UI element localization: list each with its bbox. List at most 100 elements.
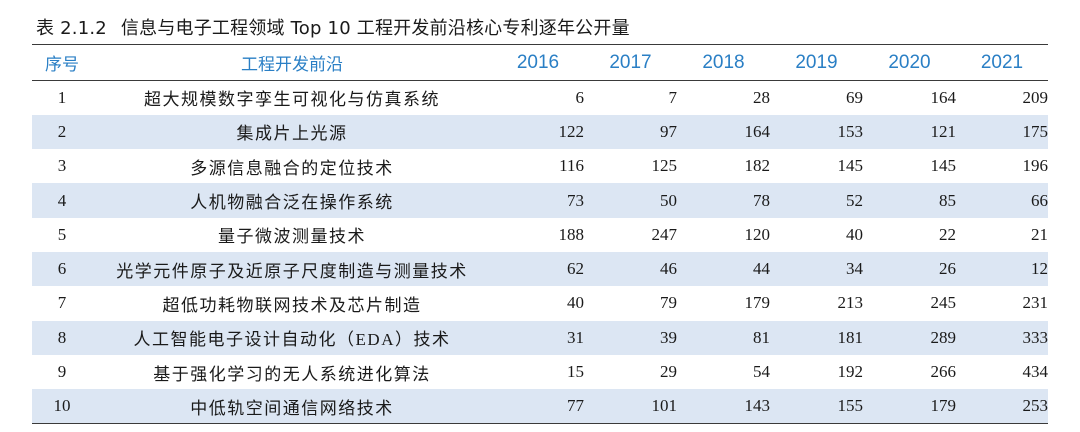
patent-count-cell: 164 bbox=[677, 114, 770, 150]
patent-count-cell: 153 bbox=[770, 114, 863, 150]
patent-count-cell: 6 bbox=[575, 87, 585, 107]
header-year: 2019 bbox=[770, 44, 863, 81]
patent-count-cell: 121 bbox=[863, 114, 956, 150]
row-frontier-name: 超大规模数字孪生可视化与仿真系统 bbox=[144, 90, 440, 110]
patent-count-cell: 28 bbox=[753, 87, 770, 107]
table-row: 1 超大规模数字孪生可视化与仿真系统 6 7 28 69 164 209 bbox=[32, 81, 1048, 115]
row-index: 10 bbox=[32, 389, 92, 424]
patent-count-cell: 29 bbox=[660, 362, 677, 382]
header-year: 2018 bbox=[677, 44, 770, 81]
patent-count-cell: 62 bbox=[492, 251, 584, 287]
patent-count-cell: 44 bbox=[677, 251, 770, 287]
patent-count-cell: 52 bbox=[770, 183, 863, 218]
patent-count-cell: 213 bbox=[837, 293, 864, 313]
header-year: 2020 bbox=[863, 44, 956, 81]
patent-count-cell: 181 bbox=[770, 320, 863, 355]
patent-count-cell: 101 bbox=[584, 389, 677, 424]
patent-count-cell: 266 bbox=[930, 362, 957, 382]
table-row: 7 超低功耗物联网技术及芯片制造 40 79 179 213 245 231 bbox=[32, 286, 1048, 320]
patent-count-cell: 116 bbox=[559, 156, 584, 176]
patent-count-cell: 175 bbox=[956, 114, 1048, 150]
patent-count-cell: 333 bbox=[956, 320, 1048, 355]
patent-count-cell: 34 bbox=[770, 251, 863, 287]
table-row: 10 中低轨空间通信网络技术 77 101 143 155 179 253 bbox=[32, 389, 1048, 424]
patent-count-cell: 145 bbox=[930, 156, 957, 176]
patent-count-cell: 209 bbox=[1022, 87, 1049, 107]
patent-count-cell: 179 bbox=[863, 389, 956, 424]
patent-count-cell: 122 bbox=[492, 114, 584, 150]
row-index: 1 bbox=[57, 87, 67, 107]
row-frontier-name: 中低轨空间通信网络技术 bbox=[92, 389, 492, 424]
patent-count-cell: 253 bbox=[956, 389, 1048, 424]
patent-count-cell: 77 bbox=[492, 389, 584, 424]
patent-count-cell: 182 bbox=[744, 156, 771, 176]
row-index: 5 bbox=[57, 224, 67, 244]
table-row: 2 集成片上光源 122 97 164 153 121 175 bbox=[32, 114, 1048, 150]
row-index: 9 bbox=[57, 362, 67, 382]
patent-count-cell: 40 bbox=[846, 224, 863, 244]
row-frontier-name: 人工智能电子设计自动化（EDA）技术 bbox=[92, 320, 492, 355]
table-caption: 表 2.1.2 信息与电子工程领域 Top 10 工程开发前沿核心专利逐年公开量 bbox=[36, 14, 630, 40]
patent-count-cell: 145 bbox=[837, 156, 864, 176]
patent-count-cell: 7 bbox=[668, 87, 678, 107]
patent-count-cell: 289 bbox=[863, 320, 956, 355]
patent-count-cell: 31 bbox=[492, 320, 584, 355]
patent-count-cell: 12 bbox=[956, 251, 1048, 287]
patent-count-cell: 66 bbox=[956, 183, 1048, 218]
patent-count-cell: 22 bbox=[939, 224, 956, 244]
header-year: 2021 bbox=[956, 44, 1048, 81]
patent-count-cell: 245 bbox=[930, 293, 957, 313]
header-year: 2017 bbox=[584, 44, 677, 81]
row-frontier-name: 基于强化学习的无人系统进化算法 bbox=[153, 364, 431, 384]
row-frontier-name: 量子微波测量技术 bbox=[218, 227, 366, 247]
patent-count-cell: 231 bbox=[1022, 293, 1049, 313]
patent-count-cell: 196 bbox=[1022, 156, 1049, 176]
header-index: 序号 bbox=[32, 44, 92, 81]
row-index: 8 bbox=[32, 320, 92, 355]
patent-count-cell: 46 bbox=[584, 251, 677, 287]
patent-count-cell: 79 bbox=[660, 293, 677, 313]
patent-count-cell: 164 bbox=[930, 87, 957, 107]
patent-count-cell: 97 bbox=[584, 114, 677, 150]
patent-count-cell: 143 bbox=[677, 389, 770, 424]
patent-count-cell: 21 bbox=[1031, 224, 1048, 244]
patent-count-cell: 73 bbox=[492, 183, 584, 218]
table-row: 5 量子微波测量技术 188 247 120 40 22 21 bbox=[32, 218, 1048, 252]
patent-count-cell: 15 bbox=[567, 362, 584, 382]
table-number: 表 2.1.2 bbox=[36, 18, 107, 39]
table-row: 8 人工智能电子设计自动化（EDA）技术 31 39 81 181 289 333 bbox=[32, 320, 1048, 355]
patent-count-cell: 50 bbox=[584, 183, 677, 218]
table-row: 3 多源信息融合的定位技术 116 125 182 145 145 196 bbox=[32, 149, 1048, 183]
patent-count-cell: 40 bbox=[567, 293, 584, 313]
patent-count-cell: 26 bbox=[863, 251, 956, 287]
patent-count-cell: 179 bbox=[744, 293, 771, 313]
header-name: 工程开发前沿 bbox=[92, 44, 492, 81]
row-frontier-name: 多源信息融合的定位技术 bbox=[190, 158, 394, 178]
patent-count-cell: 39 bbox=[584, 320, 677, 355]
patent-count-cell: 155 bbox=[770, 389, 863, 424]
patent-count-cell: 125 bbox=[651, 156, 678, 176]
row-index: 2 bbox=[32, 114, 92, 150]
patent-count-cell: 192 bbox=[837, 362, 864, 382]
patent-count-cell: 69 bbox=[846, 87, 863, 107]
table-title: 信息与电子工程领域 Top 10 工程开发前沿核心专利逐年公开量 bbox=[120, 18, 630, 39]
row-frontier-name: 人机物融合泛在操作系统 bbox=[92, 183, 492, 218]
patent-count-cell: 54 bbox=[753, 362, 770, 382]
row-frontier-name: 光学元件原子及近原子尺度制造与测量技术 bbox=[92, 251, 492, 287]
row-frontier-name: 集成片上光源 bbox=[92, 114, 492, 150]
header-row: 序号 工程开发前沿 2016 2017 2018 2019 2020 2021 bbox=[32, 44, 1048, 81]
table-row: 6 光学元件原子及近原子尺度制造与测量技术 62 46 44 34 26 12 bbox=[32, 251, 1048, 287]
row-index: 6 bbox=[32, 251, 92, 287]
patent-table: 序号 工程开发前沿 2016 2017 2018 2019 2020 2021 … bbox=[32, 44, 1048, 424]
patent-count-cell: 120 bbox=[744, 224, 771, 244]
row-index: 7 bbox=[57, 293, 67, 313]
row-frontier-name: 超低功耗物联网技术及芯片制造 bbox=[162, 295, 422, 315]
table-row: 4 人机物融合泛在操作系统 73 50 78 52 85 66 bbox=[32, 183, 1048, 218]
patent-count-cell: 81 bbox=[677, 320, 770, 355]
patent-count-cell: 247 bbox=[651, 224, 678, 244]
patent-count-cell: 85 bbox=[863, 183, 956, 218]
row-index: 4 bbox=[32, 183, 92, 218]
patent-count-cell: 434 bbox=[1022, 362, 1049, 382]
table-row: 9 基于强化学习的无人系统进化算法 15 29 54 192 266 434 bbox=[32, 355, 1048, 389]
patent-count-cell: 188 bbox=[558, 224, 585, 244]
